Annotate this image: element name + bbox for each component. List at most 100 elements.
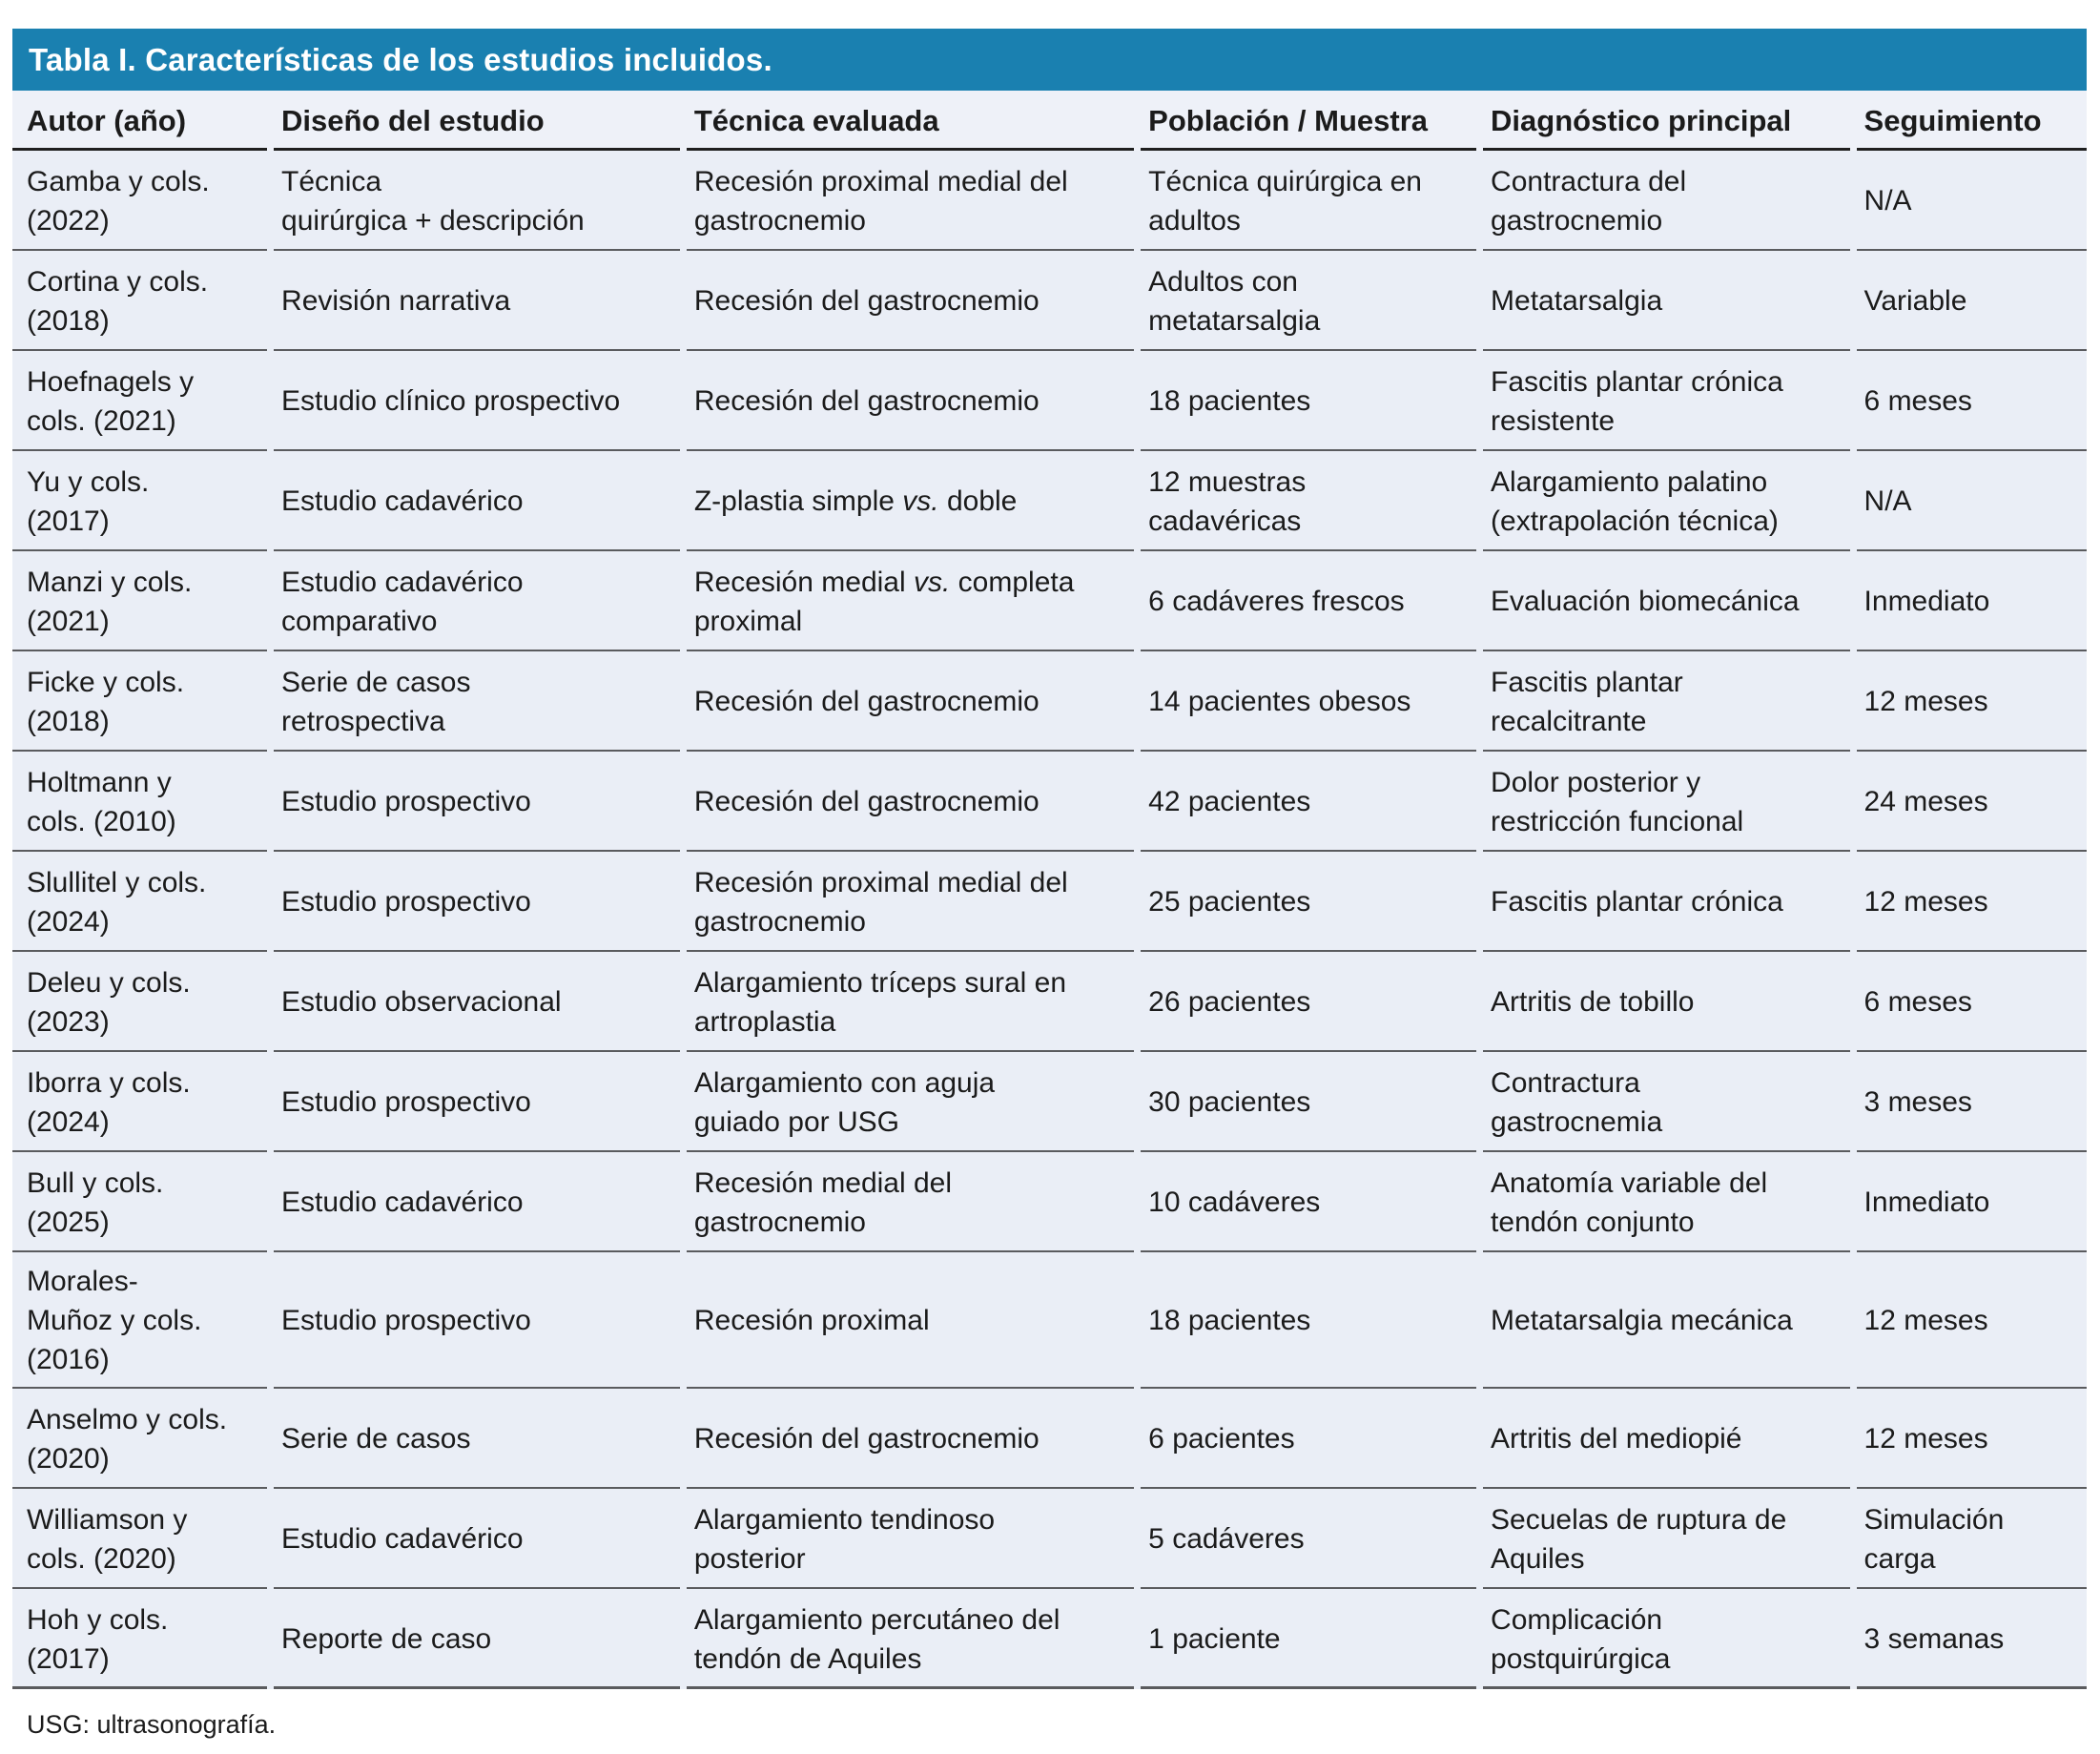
table-cell-col4: 14 pacientes obesos xyxy=(1141,651,1484,752)
column-header-4: Población / Muestra xyxy=(1141,91,1484,151)
table-row: Morales- Muñoz y cols. (2016) Estudio pro… xyxy=(12,1252,2087,1389)
table-cell-col5: Metatarsalgia xyxy=(1483,251,1857,351)
table-row: Ficke y cols. (2018) Serie de casos retro… xyxy=(12,651,2087,752)
table-cell-col2: Estudio prospectivo xyxy=(274,1252,687,1389)
table-cell-col3: Recesión proximal xyxy=(686,1252,1142,1389)
table-cell-col6: 12 meses xyxy=(1856,1389,2087,1489)
table-cell-col6: Simulación carga xyxy=(1856,1489,2087,1589)
table-cell-col5: Contractura del gastrocnemio xyxy=(1483,151,1857,251)
table-cell-col4: 18 pacientes xyxy=(1141,351,1484,451)
table-cell-col2: Estudio observacional xyxy=(274,952,687,1052)
table-row: Hoefnagels y cols. (2021) Estudio clínico… xyxy=(12,351,2087,451)
table-cell-col2: Estudio prospectivo xyxy=(274,852,687,952)
column-header-2: Diseño del estudio xyxy=(274,91,687,151)
header-row: Autor (año) Diseño del estudio Técnica eva… xyxy=(12,91,2087,151)
table-cell-col2: Estudio cadavérico xyxy=(274,451,687,551)
table-cell-col3: Alargamiento tendinoso posterior xyxy=(686,1489,1142,1589)
table-cell-col1: Gamba y cols. (2022) xyxy=(12,151,275,251)
table-row: Slullitel y cols. (2024) Estudio prospect… xyxy=(12,852,2087,952)
table-cell-col4: 5 cadáveres xyxy=(1141,1489,1484,1589)
table-cell-col5: Metatarsalgia mecánica xyxy=(1483,1252,1857,1389)
table-cell-col1: Hoefnagels y cols. (2021) xyxy=(12,351,275,451)
table-cell-col2: Técnica quirúrgica + descripción xyxy=(274,151,687,251)
table-cell-col3: Recesión del gastrocnemio xyxy=(686,752,1142,852)
table-cell-col6: Inmediato xyxy=(1856,1152,2087,1252)
table-cell-col3: Recesión proximal medial del gastrocnemi… xyxy=(686,151,1142,251)
table-cell-col5: Secuelas de ruptura de Aquiles xyxy=(1483,1489,1857,1589)
table-cell-col1: Cortina y cols. (2018) xyxy=(12,251,275,351)
table-cell-col2: Reporte de caso xyxy=(274,1589,687,1689)
table-row: Anselmo y cols. (2020) Serie de casos Rece… xyxy=(12,1389,2087,1489)
table-cell-col4: 25 pacientes xyxy=(1141,852,1484,952)
table-cell-col1: Iborra y cols. (2024) xyxy=(12,1052,275,1152)
table-cell-col4: Técnica quirúrgica en adultos xyxy=(1141,151,1484,251)
table-cell-col5: Contractura gastrocnemia xyxy=(1483,1052,1857,1152)
table-cell-col4: 6 pacientes xyxy=(1141,1389,1484,1489)
table-row: Hoh y cols. (2017) Reporte de caso Alargam… xyxy=(12,1589,2087,1689)
table-cell-col5: Fascitis plantar crónica xyxy=(1483,852,1857,952)
table-cell-col1: Deleu y cols. (2023) xyxy=(12,952,275,1052)
table-cell-col6: 24 meses xyxy=(1856,752,2087,852)
table-cell-col3: Recesión del gastrocnemio xyxy=(686,651,1142,752)
table-cell-col2: Estudio prospectivo xyxy=(274,1052,687,1152)
table-cell-col4: 6 cadáveres frescos xyxy=(1141,551,1484,651)
table-title: Tabla I. Características de los estudios… xyxy=(29,41,772,77)
table-cell-col5: Anatomía variable del tendón conjunto xyxy=(1483,1152,1857,1252)
table-cell-col2: Estudio cadavérico comparativo xyxy=(274,551,687,651)
table-cell-col6: Variable xyxy=(1856,251,2087,351)
table-cell-col6: 3 meses xyxy=(1856,1052,2087,1152)
table-cell-col6: N/A xyxy=(1856,451,2087,551)
table-cell-col6: 12 meses xyxy=(1856,651,2087,752)
table-cell-col1: Morales- Muñoz y cols. (2016) xyxy=(12,1252,275,1389)
table-cell-col6: 3 semanas xyxy=(1856,1589,2087,1689)
table-cell-col5: Fascitis plantar crónica resistente xyxy=(1483,351,1857,451)
table-footnote: USG: ultrasonografía. xyxy=(27,1710,277,1739)
table-cell-col2: Serie de casos retrospectiva xyxy=(274,651,687,752)
column-header-1: Autor (año) xyxy=(12,91,275,151)
table-card: Tabla I. Características de los estudios… xyxy=(12,29,2087,1740)
table-row: Yu y cols. (2017) Estudio cadavérico Z-pla… xyxy=(12,451,2087,551)
table-cell-col4: 26 pacientes xyxy=(1141,952,1484,1052)
table-row: Williamson y cols. (2020) Estudio cadavér… xyxy=(12,1489,2087,1589)
table-cell-col6: 6 meses xyxy=(1856,952,2087,1052)
table-cell-col5: Alargamiento palatino (extrapolación téc… xyxy=(1483,451,1857,551)
table-cell-col1: Holtmann y cols. (2010) xyxy=(12,752,275,852)
table-row: Deleu y cols. (2023) Estudio observaciona… xyxy=(12,952,2087,1052)
table-cell-col2: Estudio cadavérico xyxy=(274,1152,687,1252)
table-row: Gamba y cols. (2022) Técnica quirúrgica +… xyxy=(12,151,2087,251)
table-cell-col5: Complicación postquirúrgica xyxy=(1483,1589,1857,1689)
column-header-6: Seguimiento xyxy=(1856,91,2087,151)
table-cell-col1: Yu y cols. (2017) xyxy=(12,451,275,551)
table-cell-col3: Recesión del gastrocnemio xyxy=(686,351,1142,451)
table-cell-col1: Anselmo y cols. (2020) xyxy=(12,1389,275,1489)
table-cell-col6: 6 meses xyxy=(1856,351,2087,451)
table-cell-col1: Manzi y cols. (2021) xyxy=(12,551,275,651)
table-cell-col5: Evaluación biomecánica xyxy=(1483,551,1857,651)
table-row: Holtmann y cols. (2010) Estudio prospecti… xyxy=(12,752,2087,852)
table-cell-col4: 10 cadáveres xyxy=(1141,1152,1484,1252)
table-cell-col4: 1 paciente xyxy=(1141,1589,1484,1689)
table-cell-col5: Artritis de tobillo xyxy=(1483,952,1857,1052)
table-cell-col2: Estudio prospectivo xyxy=(274,752,687,852)
table-cell-col3: Recesión del gastrocnemio xyxy=(686,251,1142,351)
table-cell-col3: Alargamiento percutáneo del tendón de Aq… xyxy=(686,1589,1142,1689)
table-cell-col3: Z-plastia simple vs. doble xyxy=(686,451,1142,551)
table-cell-col1: Bull y cols. (2025) xyxy=(12,1152,275,1252)
table-cell-col3: Recesión medial del gastrocnemio xyxy=(686,1152,1142,1252)
table-cell-col1: Slullitel y cols. (2024) xyxy=(12,852,275,952)
table-cell-col4: 30 pacientes xyxy=(1141,1052,1484,1152)
table-cell-col3: Alargamiento tríceps sural en artroplast… xyxy=(686,952,1142,1052)
table-cell-col2: Estudio clínico prospectivo xyxy=(274,351,687,451)
table-cell-col4: Adultos con metatarsalgia xyxy=(1141,251,1484,351)
table-cell-col3: Recesión medial vs. completa proximal xyxy=(686,551,1142,651)
table-row: Cortina y cols. (2018) Revisión narrativa… xyxy=(12,251,2087,351)
table-cell-col4: 18 pacientes xyxy=(1141,1252,1484,1389)
table-cell-col6: N/A xyxy=(1856,151,2087,251)
column-header-5: Diagnóstico principal xyxy=(1483,91,1857,151)
column-header-3: Técnica evaluada xyxy=(686,91,1142,151)
table-cell-col2: Revisión narrativa xyxy=(274,251,687,351)
table-cell-col6: 12 meses xyxy=(1856,852,2087,952)
table-cell-col5: Artritis del mediopié xyxy=(1483,1389,1857,1489)
table-cell-col6: 12 meses xyxy=(1856,1252,2087,1389)
table-cell-col1: Ficke y cols. (2018) xyxy=(12,651,275,752)
